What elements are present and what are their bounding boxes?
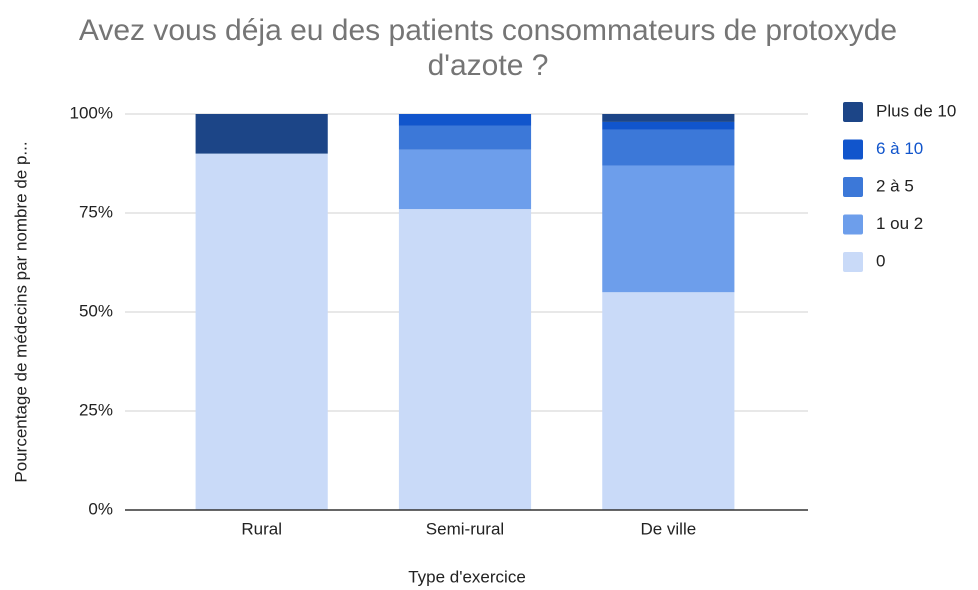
chart-title: d'azote ? <box>428 49 549 82</box>
legend-text: Plus de 10 <box>876 101 956 120</box>
bar-segment <box>398 209 532 511</box>
y-tick-label: 75% <box>79 202 113 221</box>
legend-text: 0 <box>876 251 885 270</box>
y-axis-title: Pourcentage de médecins par nombre de p.… <box>11 141 30 482</box>
y-tick-label: 50% <box>79 301 113 320</box>
legend-text: 2 à 5 <box>876 176 914 195</box>
chart-title: Avez vous déja eu des patients consommat… <box>79 14 897 47</box>
bar-segment <box>602 292 735 510</box>
y-tick-label: 100% <box>70 103 113 122</box>
legend-text: 1 ou 2 <box>876 214 923 233</box>
x-tick-label: Rural <box>241 519 282 538</box>
legend-text: 6 à 10 <box>876 139 923 158</box>
x-axis-title: Type d'exercice <box>408 567 526 586</box>
bar-segment <box>195 114 328 154</box>
bar-segment <box>398 149 532 210</box>
bar-segment <box>602 165 735 293</box>
legend-swatch <box>843 252 863 272</box>
bar-segment <box>195 153 328 510</box>
legend-swatch <box>843 177 863 197</box>
x-tick-label: Semi-rural <box>426 519 504 538</box>
x-tick-label: De ville <box>640 519 696 538</box>
bar-segment <box>602 129 735 166</box>
bar-segment <box>602 114 735 122</box>
legend-swatch <box>843 214 863 235</box>
legend-swatch <box>843 102 863 122</box>
y-tick-label: 0% <box>88 499 113 518</box>
bar-segment <box>398 125 532 150</box>
bar-segment <box>398 114 532 126</box>
y-tick-label: 25% <box>79 400 113 419</box>
legend-swatch <box>843 139 863 160</box>
bar-segment <box>602 121 735 130</box>
